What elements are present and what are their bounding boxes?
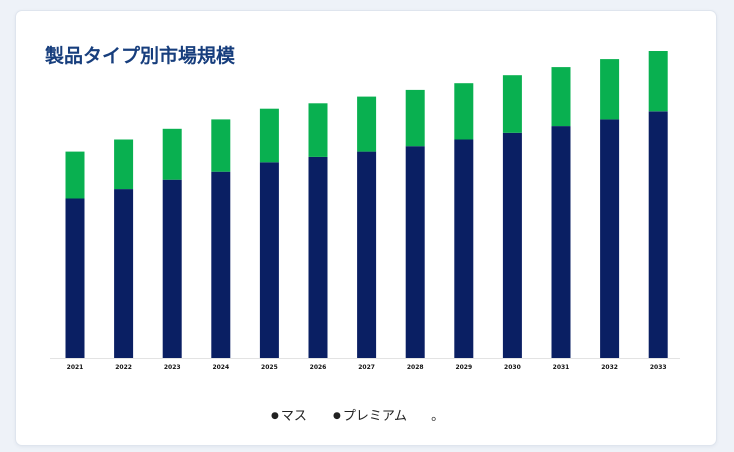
bar-mass-2025[interactable] <box>259 162 279 358</box>
bar-mass-2022[interactable] <box>114 189 134 358</box>
x-tick-label-2027: 2027 <box>358 364 375 371</box>
bar-premium-2030[interactable] <box>502 75 522 133</box>
chart-card: 製品タイプ別市場規模 2021 2022 2023 2024 2025 2026 2027 2… <box>16 11 716 445</box>
legend-trailing-mark: 。 <box>431 409 445 424</box>
legend-label-mass: マス <box>280 409 307 424</box>
bar-mass-2032[interactable] <box>600 119 620 359</box>
bar-mass-2021[interactable] <box>65 198 85 359</box>
x-tick-labels: 2021 2022 2023 2024 2025 2026 2027 2028 2029 2030… <box>67 364 667 371</box>
x-tick-label-2021: 2021 <box>67 364 84 371</box>
bar-premium-2025[interactable] <box>259 108 279 163</box>
legend-item-premium[interactable]: ● プレミアム <box>333 405 407 424</box>
legend-bullet: ● <box>333 411 341 421</box>
bar-premium-2031[interactable] <box>551 67 571 127</box>
bar-mass-2024[interactable] <box>211 171 231 358</box>
bar-chart: 2021 2022 2023 2024 2025 2026 2027 2028 2029 2030… <box>50 51 680 371</box>
bar-mass-2033[interactable] <box>648 111 668 359</box>
bar-premium-2022[interactable] <box>114 139 134 190</box>
legend-label-premium: プレミアム <box>342 409 407 424</box>
bar-mass-2029[interactable] <box>454 139 474 359</box>
bar-mass-2028[interactable] <box>405 146 425 358</box>
bar-premium-2021[interactable] <box>65 151 85 199</box>
bar-premium-2033[interactable] <box>648 51 668 112</box>
x-tick-label-2031: 2031 <box>553 364 570 371</box>
x-tick-label-2033: 2033 <box>650 364 667 371</box>
bar-mass-2026[interactable] <box>308 156 328 358</box>
legend-item-mass[interactable]: ● マス <box>271 405 307 424</box>
chart-title: 製品タイプ別市場規模 <box>45 45 236 67</box>
bar-mass-2023[interactable] <box>162 179 182 358</box>
bar-premium-2027[interactable] <box>357 96 377 152</box>
bar-premium-2024[interactable] <box>211 119 231 172</box>
bar-premium-2028[interactable] <box>405 89 425 147</box>
bar-premium-2032[interactable] <box>600 59 620 120</box>
bar-mass-2030[interactable] <box>502 132 522 358</box>
bar-premium-2026[interactable] <box>308 103 328 157</box>
x-tick-label-2028: 2028 <box>407 364 424 371</box>
x-tick-label-2029: 2029 <box>455 364 472 371</box>
legend-bullet: ● <box>271 411 279 421</box>
bars-group <box>65 51 668 359</box>
x-tick-label-2030: 2030 <box>504 364 521 371</box>
chart-legend: ● マス ● プレミアム 。 <box>271 405 444 424</box>
x-tick-label-2025: 2025 <box>261 364 278 371</box>
bar-premium-2023[interactable] <box>162 128 182 180</box>
x-tick-label-2026: 2026 <box>310 364 327 371</box>
x-tick-label-2032: 2032 <box>601 364 618 371</box>
bar-mass-2027[interactable] <box>357 151 377 358</box>
bar-mass-2031[interactable] <box>551 126 571 358</box>
x-tick-label-2024: 2024 <box>212 364 229 371</box>
bar-premium-2029[interactable] <box>454 83 474 140</box>
x-tick-label-2022: 2022 <box>115 364 132 371</box>
x-tick-label-2023: 2023 <box>164 364 181 371</box>
